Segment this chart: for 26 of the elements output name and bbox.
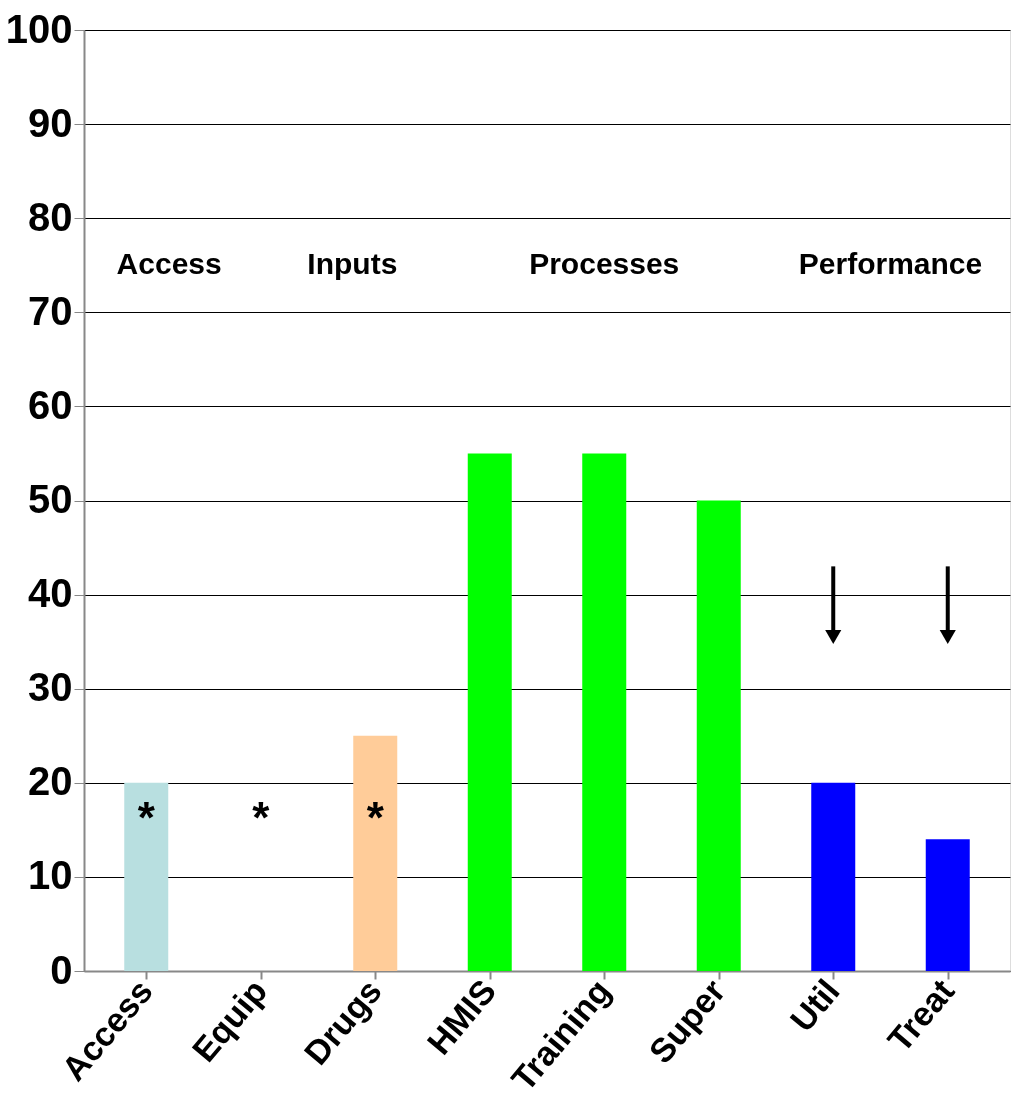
y-tick-label: 100: [5, 6, 73, 51]
bar: [467, 453, 512, 971]
annotation: Performance: [798, 247, 983, 281]
annotation: Processes: [529, 247, 680, 281]
y-tick-label: 80: [28, 194, 73, 239]
annotation: *: [137, 793, 156, 843]
y-tick-label: 20: [28, 759, 73, 804]
annotation: Inputs: [307, 247, 398, 281]
y-tick-label: 70: [28, 288, 73, 333]
bar: [353, 735, 398, 971]
annotation: *: [366, 793, 385, 843]
y-tick-label: 30: [28, 665, 73, 710]
x-tick-label: Util: [782, 972, 847, 1039]
bar: [124, 782, 169, 971]
annotation: *: [252, 793, 271, 843]
y-tick-label: 0: [50, 947, 73, 992]
bar: [925, 839, 970, 971]
y-tick-label: 90: [28, 100, 73, 145]
y-tick-label: 40: [28, 571, 73, 616]
y-tick-label: 50: [28, 477, 73, 521]
y-tick-label: 10: [28, 853, 73, 898]
y-tick-label: 60: [28, 382, 73, 427]
bar: [811, 782, 856, 971]
annotation: Access: [116, 247, 222, 281]
bar: [582, 453, 627, 971]
bar: [696, 500, 741, 971]
